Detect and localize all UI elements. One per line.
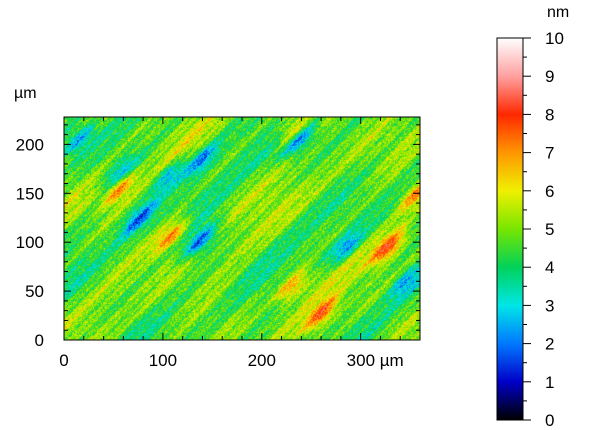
colorbar: 0 1 2 3 4 5 6 7 8 9 10 nm	[496, 4, 569, 430]
colorbar-tick-label: 4	[545, 258, 554, 277]
colorbar-ticks: 0 1 2 3 4 5 6 7 8 9 10	[523, 29, 564, 430]
colorbar-tick-label: 8	[545, 105, 554, 124]
x-tick-label: 300 µm	[347, 351, 404, 370]
x-tick-label: 200	[248, 351, 276, 370]
colorbar-tick-label: 2	[545, 335, 554, 354]
colorbar-tick-label: 5	[545, 220, 554, 239]
y-axis-ticks: 0 50 100 150 200	[16, 124, 420, 350]
height-map-image	[64, 117, 420, 340]
colorbar-gradient	[496, 37, 524, 421]
y-tick-label: 150	[16, 184, 44, 203]
y-tick-label: 100	[16, 233, 44, 252]
colorbar-tick-label: 9	[545, 67, 554, 86]
colorbar-tick-label: 7	[545, 144, 554, 163]
plot-area: 0 100 200 300 µm 0 50 100 150 200 µm	[14, 85, 421, 370]
colorbar-unit: nm	[547, 4, 569, 21]
colorbar-tick-label: 3	[545, 296, 554, 315]
colorbar-tick-label: 0	[545, 411, 554, 430]
y-tick-label: 200	[16, 135, 44, 154]
x-tick-label: 100	[149, 351, 177, 370]
y-tick-label: 0	[35, 331, 44, 350]
y-tick-label: 50	[25, 282, 44, 301]
colorbar-tick-label: 6	[545, 182, 554, 201]
x-axis-ticks: 0 100 200 300 µm	[59, 117, 421, 370]
x-tick-label: 0	[59, 351, 68, 370]
colorbar-tick-label: 1	[545, 373, 554, 392]
y-axis-unit: µm	[14, 85, 37, 102]
colorbar-tick-label: 10	[545, 29, 564, 48]
